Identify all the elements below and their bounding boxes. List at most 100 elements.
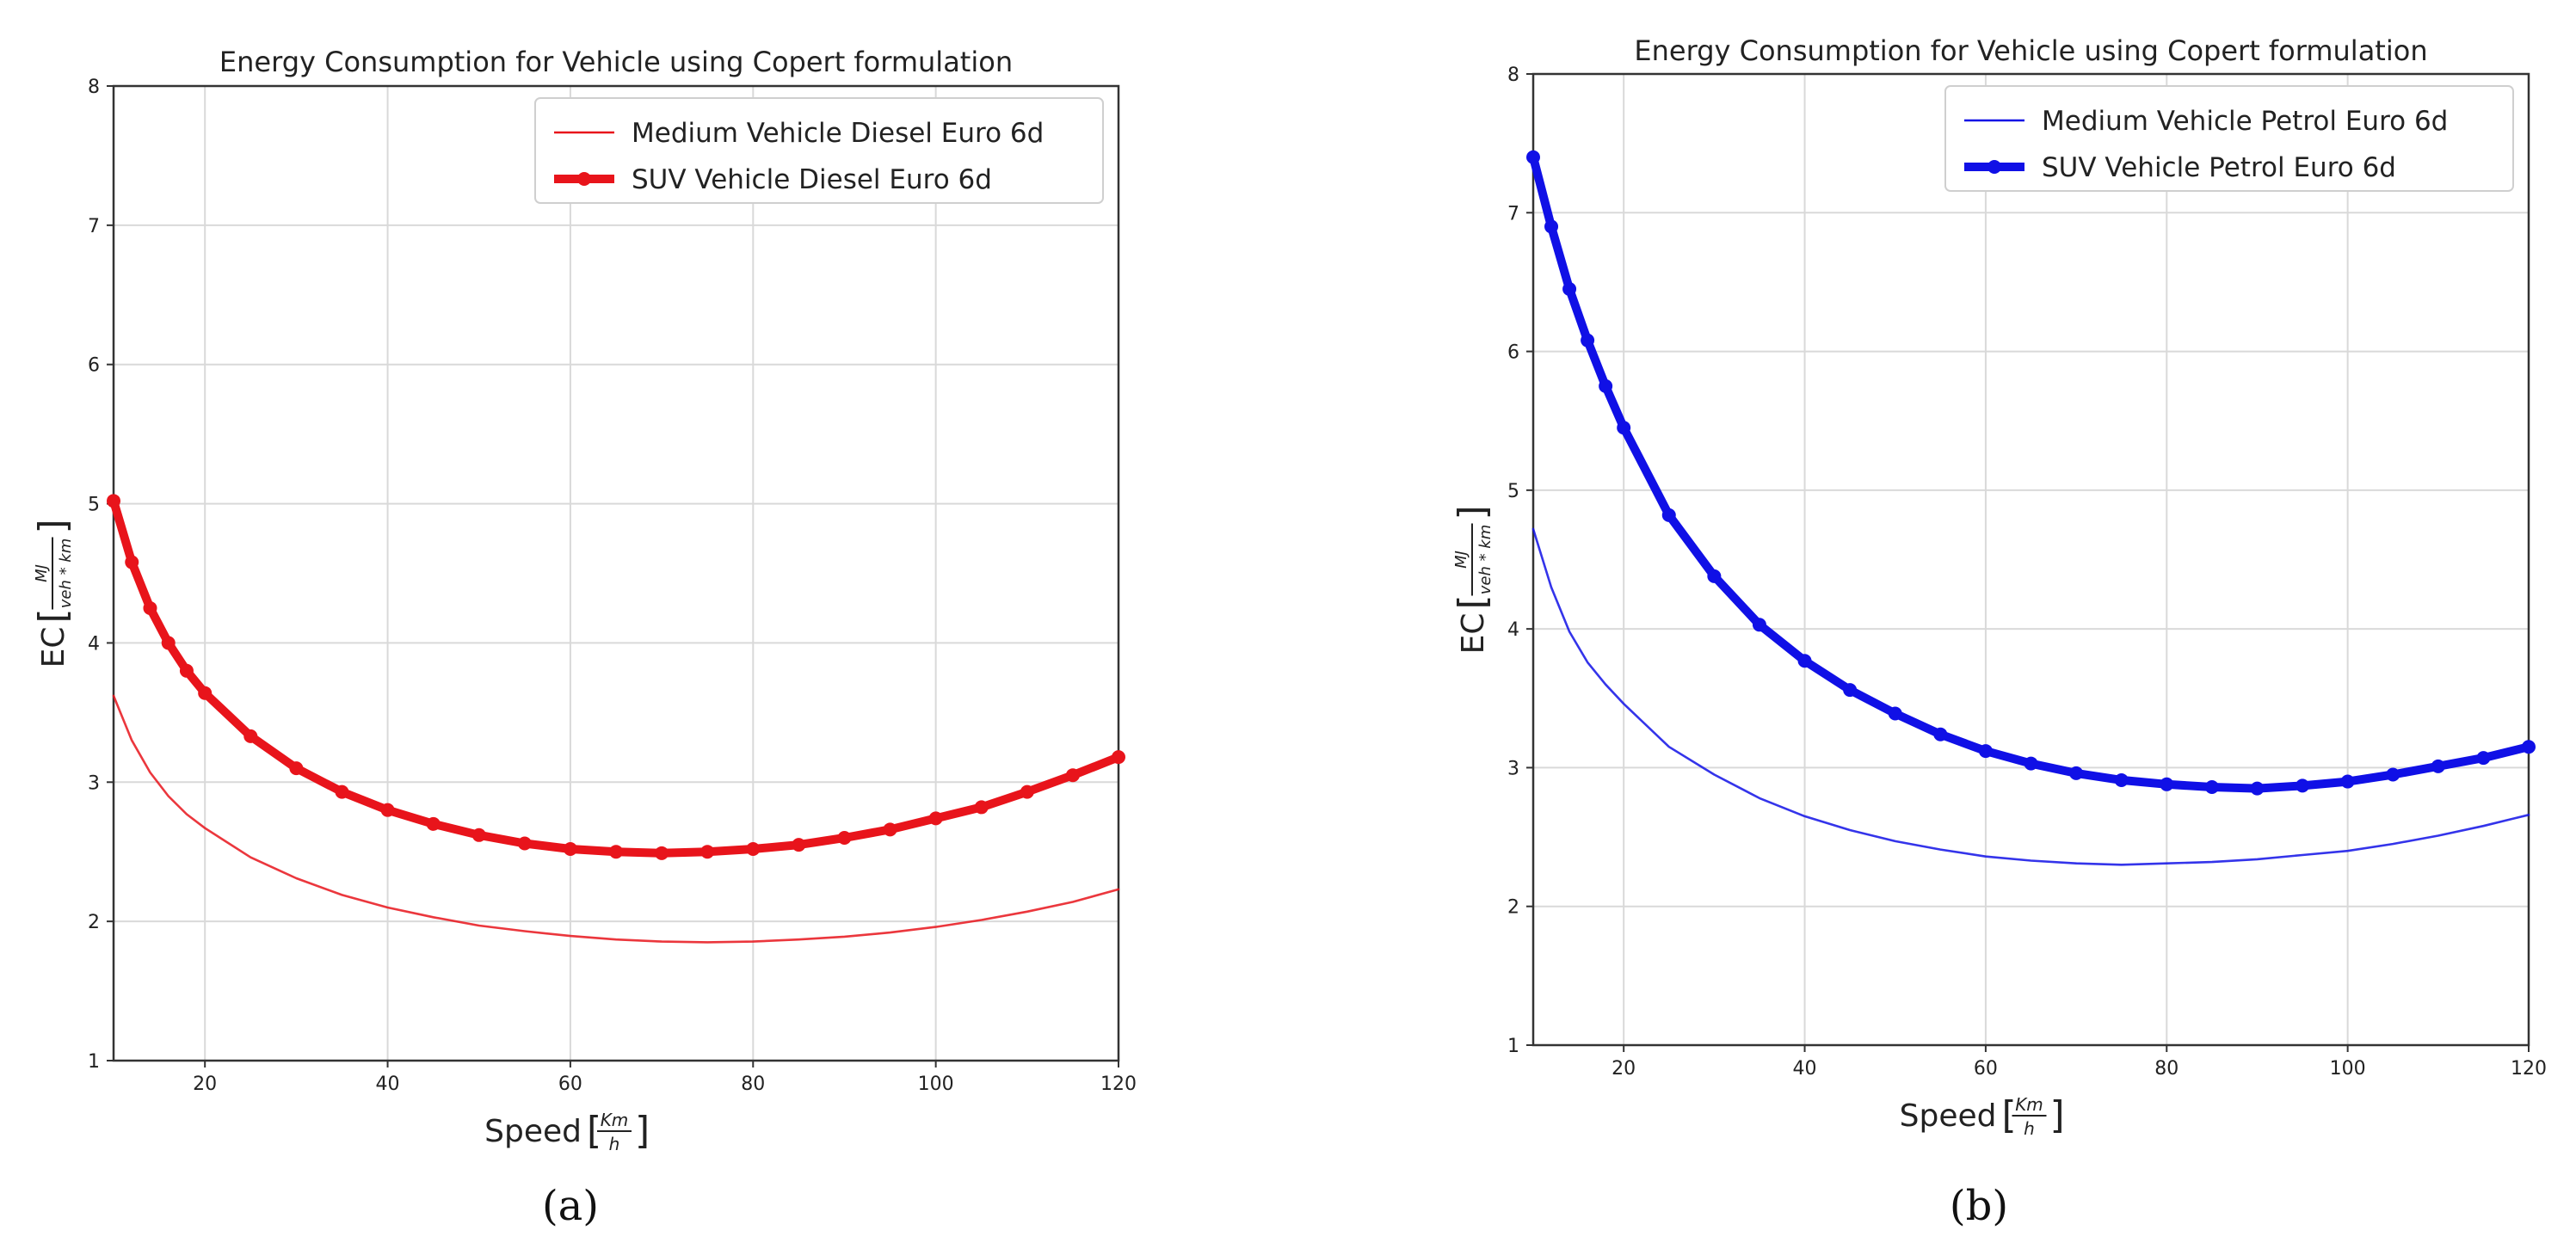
x-tick-label: 120 xyxy=(1100,1074,1137,1095)
series-point xyxy=(289,761,304,776)
chart-title: Energy Consumption for Vehicle using Cop… xyxy=(1634,34,2427,67)
y-axis-unit-denominator: veh * km xyxy=(1476,525,1494,595)
y-axis-bracket-close: ] xyxy=(1451,505,1494,520)
series-point xyxy=(517,836,532,851)
legend-label: Medium Vehicle Diesel Euro 6d xyxy=(632,118,1044,149)
y-tick-label: 5 xyxy=(1507,481,1519,502)
series-point xyxy=(655,846,669,860)
x-axis-bracket-close: ] xyxy=(635,1109,650,1153)
series-point xyxy=(928,811,943,826)
y-tick-label: 1 xyxy=(88,1051,100,1073)
series-point xyxy=(1843,683,1858,698)
series-point xyxy=(2250,781,2265,796)
panel-label: (a) xyxy=(542,1182,599,1230)
x-tick-label: 80 xyxy=(2154,1058,2179,1080)
y-tick-label: 5 xyxy=(88,495,100,516)
series-point xyxy=(426,816,441,831)
series-point xyxy=(2160,777,2174,791)
series-point xyxy=(125,555,139,569)
legend-label: SUV Vehicle Petrol Euro 6d xyxy=(2042,152,2396,183)
y-tick-label: 8 xyxy=(88,77,100,98)
x-tick-label: 40 xyxy=(1793,1058,1817,1080)
series-point xyxy=(1112,750,1125,765)
series-point xyxy=(1797,654,1812,668)
x-tick-label: 100 xyxy=(918,1074,954,1095)
series-point xyxy=(2114,772,2129,787)
series-point xyxy=(1526,150,1540,164)
x-axis-unit-denominator: h xyxy=(2024,1118,2035,1139)
series-point xyxy=(471,828,486,842)
series-point xyxy=(1065,768,1080,783)
y-tick-label: 7 xyxy=(88,216,100,237)
series-point xyxy=(746,841,761,856)
series-line-suv xyxy=(109,496,1123,858)
legend-marker xyxy=(577,172,591,186)
series-point xyxy=(1933,727,1948,741)
series-point xyxy=(1562,281,1577,296)
y-axis-bracket-open: [ xyxy=(1451,594,1494,609)
x-tick-label: 60 xyxy=(558,1074,582,1095)
series-point xyxy=(380,803,395,817)
legend-label: Medium Vehicle Petrol Euro 6d xyxy=(2042,106,2448,137)
x-tick-label: 100 xyxy=(2330,1058,2366,1080)
x-tick-label: 60 xyxy=(1974,1058,1998,1080)
x-tick-label: 80 xyxy=(741,1074,765,1095)
panel-label: (b) xyxy=(1950,1182,2008,1230)
y-axis-label-group: EC [MJ veh * km] xyxy=(1451,505,1494,654)
y-axis-label: EC xyxy=(36,627,71,668)
y-axis-unit-denominator: veh * km xyxy=(57,538,75,609)
y-axis-unit-numerator: MJ xyxy=(33,564,51,582)
y-tick-label: 6 xyxy=(88,355,100,377)
chart-panel-b: 20 40 60 80 100 120 1 2 3 4 5 6 7 8 Energy Consumption… xyxy=(1451,34,2547,1230)
series-point xyxy=(792,838,806,852)
y-tick-label: 6 xyxy=(1507,342,1519,364)
y-tick-label: 2 xyxy=(88,912,100,933)
series-point xyxy=(2340,774,2355,789)
y-tick-label: 4 xyxy=(88,633,100,655)
series-point xyxy=(1544,219,1559,234)
series-point xyxy=(2024,756,2038,771)
series-point xyxy=(837,831,852,846)
y-tick-label: 8 xyxy=(1507,65,1519,86)
series-point xyxy=(883,822,897,837)
series-point xyxy=(974,800,989,815)
y-axis-label-group: EC [ MJ veh * km] xyxy=(31,519,75,668)
x-axis-unit-numerator: Km xyxy=(2015,1094,2043,1115)
y-axis-label: EC xyxy=(1456,613,1491,655)
x-axis-bracket-open: [ xyxy=(2002,1093,2017,1137)
series-point xyxy=(107,494,120,508)
y-tick-label: 3 xyxy=(88,772,100,794)
series-point xyxy=(143,600,157,615)
x-tick-label: 120 xyxy=(2511,1058,2547,1080)
series-point xyxy=(2386,767,2400,782)
series-point xyxy=(179,663,194,678)
y-tick-label: 3 xyxy=(1507,758,1519,779)
legend-marker xyxy=(1987,160,2001,174)
series-point xyxy=(1617,421,1631,435)
series-point xyxy=(1599,378,1613,393)
x-axis-bracket-open: [ xyxy=(587,1109,601,1153)
series-point xyxy=(563,841,577,856)
x-axis-unit-numerator: Km xyxy=(601,1110,629,1130)
legend-label: SUV Vehicle Diesel Euro 6d xyxy=(632,164,992,195)
x-axis-unit-denominator: h xyxy=(609,1134,620,1154)
series-point xyxy=(1707,569,1722,583)
series-point xyxy=(2431,759,2445,773)
y-tick-label: 2 xyxy=(1507,897,1519,919)
series-point xyxy=(609,845,623,859)
plot-frame xyxy=(112,84,1120,1062)
series-point xyxy=(1020,784,1034,799)
series-point xyxy=(243,729,258,743)
chart-panel-a: 20 40 60 80 100 120 1 2 3 4 5 6 7 8 Energy Consumption… xyxy=(31,46,1137,1230)
y-axis-bracket-close: ] xyxy=(31,519,75,533)
series-point xyxy=(198,686,213,700)
series-point xyxy=(2204,780,2219,795)
x-tick-label: 20 xyxy=(1612,1058,1636,1080)
series-point xyxy=(1888,706,1902,721)
series-point xyxy=(335,784,349,799)
y-axis-bracket-open: [ xyxy=(31,608,75,623)
series-point xyxy=(2476,751,2491,766)
plot-frame xyxy=(1531,72,2530,1047)
series-line-medium xyxy=(112,694,1120,944)
legend-box xyxy=(534,97,1104,204)
